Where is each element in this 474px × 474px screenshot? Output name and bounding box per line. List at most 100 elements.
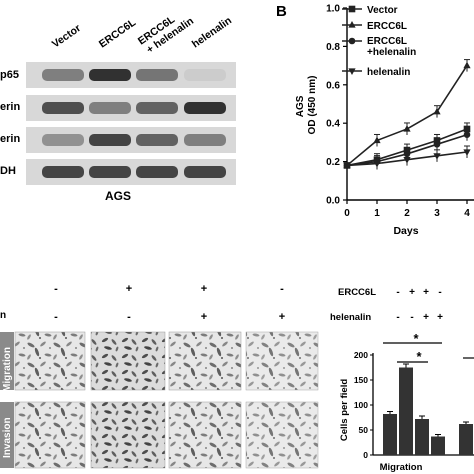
invasion-panel: n - + + - - - + + ERCC6L - + + - helenal… [0, 283, 474, 473]
treatment-row-label: n [0, 310, 6, 321]
growth-point-s2-4 [463, 61, 471, 69]
blot-band-r3-l2 [89, 134, 131, 146]
growth-point-s2-2 [403, 125, 411, 132]
sign-r2-c3: + [201, 311, 207, 323]
sign-r1-c3: + [201, 283, 207, 295]
significance-asterisk-1: * [413, 331, 419, 346]
blot-row-label-3: erin [0, 133, 20, 145]
row-label-bar-migration [0, 332, 14, 390]
growth-ytick-label-5: 1.0 [326, 4, 340, 15]
blot-band-r4-l2 [89, 166, 131, 178]
bar-legend-helenalin-s1: - [396, 312, 399, 323]
growth-ylabel: AGS OD (450 nm) [295, 76, 318, 135]
bar-legend-helenalin: helenalin [330, 312, 371, 323]
legend-label-ercc6l: ERCC6L [367, 21, 407, 32]
micrograph-invasion-helenalin [245, 401, 319, 469]
bar-ytick-label-4: 200 [354, 350, 368, 360]
growth-ytick-label-3: 0.6 [326, 80, 340, 91]
bar-g2-1 [459, 424, 473, 455]
growth-legend-markers [342, 5, 362, 75]
blot-row-label-1: p65 [0, 69, 19, 81]
growth-ytick-label-0: 0.0 [326, 196, 340, 207]
growth-xtick-label-4: 4 [464, 208, 470, 219]
growth-point-s4-2 [403, 157, 411, 164]
significance-annotations: * * [383, 331, 474, 364]
micrograph-invasion-vector [14, 401, 86, 469]
blot-band-r1-l2 [89, 69, 131, 81]
blot-band-r2-l1 [42, 102, 84, 114]
growth-curve-panel: B AGS OD (450 nm) 0.0 0.2 0.4 0.6 0.8 1.0 0 1 2 3… [276, 3, 474, 237]
panel-b-label: B [276, 3, 287, 20]
blot-band-r2-l3 [136, 102, 178, 114]
growth-xtick-label-0: 0 [344, 208, 350, 219]
sign-r2-c2: - [127, 311, 131, 323]
lane-label-3: ERCC6L+ helenalin [136, 5, 196, 57]
lane-label-2: ERCC6L [97, 16, 139, 50]
growth-point-s4-1 [373, 160, 381, 168]
blot-band-r4-l1 [42, 166, 84, 178]
blot-band-r3-l3 [136, 134, 178, 146]
sign-r1-c4: - [280, 283, 284, 295]
legend-marker-3 [348, 37, 356, 45]
legend-label-helenalin: helenalin [367, 67, 410, 78]
significance-asterisk-2: * [416, 349, 422, 364]
bar-legend-helenalin-s2: - [410, 312, 413, 323]
bar-g1-1 [383, 414, 397, 455]
treatment-sign-rows: n - + + - - - + + [0, 283, 285, 323]
blot-band-r1-l1 [42, 69, 84, 81]
micrograph-invasion-ercc6l-helenalin [168, 401, 242, 469]
growth-point-s3-4 [463, 131, 471, 139]
legend-marker-1 [348, 5, 356, 13]
growth-xtick-label-2: 2 [404, 208, 410, 219]
lane-label-1: Vector [50, 22, 83, 50]
micrograph-migration-vector [14, 331, 86, 391]
blot-band-r3-l1 [42, 134, 84, 146]
growth-point-s2-1 [373, 136, 381, 144]
blot-band-r1-l3 [136, 69, 178, 81]
growth-xlabel: Days [393, 225, 418, 237]
bar-ytick-label-2: 100 [354, 400, 368, 410]
lane-labels: Vector ERCC6L ERCC6L+ helenalin helenali… [50, 5, 234, 57]
row-label-migration: Migration [2, 347, 13, 392]
row-label-bar-invasion [0, 402, 14, 468]
bar-marks [383, 363, 473, 455]
western-cell-line: AGS [105, 189, 131, 203]
micrograph-migration-ercc6l-helenalin [168, 331, 242, 391]
bar-legend-ercc6l-s4: - [438, 287, 441, 298]
blot-row-label-2: erin [0, 101, 20, 113]
legend-label-ercc6l-helenalin: ERCC6L +helenalin [367, 36, 416, 58]
micrograph-grid [14, 331, 319, 469]
blot-band-r1-l4 [184, 69, 226, 81]
bar-legend-table: ERCC6L - + + - helenalin - - + + [330, 287, 443, 323]
bar-legend-ercc6l-s2: + [409, 287, 415, 298]
bar-axes: 0 50 100 150 200 [354, 350, 474, 460]
blot-strips [26, 62, 236, 185]
micrograph-invasion-ercc6l [90, 401, 166, 469]
blot-band-r2-l2 [89, 102, 131, 114]
bar-legend-helenalin-s4: + [437, 312, 443, 323]
sign-r1-c1: - [54, 283, 58, 295]
growth-point-s2-3 [433, 107, 441, 115]
sign-r2-c4: + [279, 311, 285, 323]
micrograph-migration-ercc6l [90, 331, 166, 391]
bar-g1-4 [431, 436, 445, 455]
bar-legend-ercc6l: ERCC6L [338, 287, 376, 298]
blot-band-r4-l3 [136, 166, 178, 178]
growth-point-s4-3 [433, 153, 441, 160]
growth-ytick-label-4: 0.8 [326, 42, 340, 53]
bar-g1-3 [415, 419, 429, 455]
lane-label-4: helenalin [190, 15, 234, 51]
western-blot-panel: Vector ERCC6L ERCC6L+ helenalin helenali… [0, 5, 236, 203]
legend-marker-4 [348, 68, 356, 75]
bar-legend-ercc6l-s1: - [396, 287, 399, 298]
bar-g1-2 [399, 367, 413, 455]
growth-ytick-label-2: 0.4 [326, 119, 340, 130]
bar-xlabel: Migration [380, 462, 423, 473]
legend-label-vector: Vector [367, 5, 398, 16]
growth-series [343, 59, 471, 170]
blot-band-r4-l4 [184, 166, 226, 178]
legend-marker-2 [348, 21, 356, 28]
row-label-invasion: Invasion [2, 417, 13, 458]
growth-xtick-label-1: 1 [374, 208, 380, 219]
